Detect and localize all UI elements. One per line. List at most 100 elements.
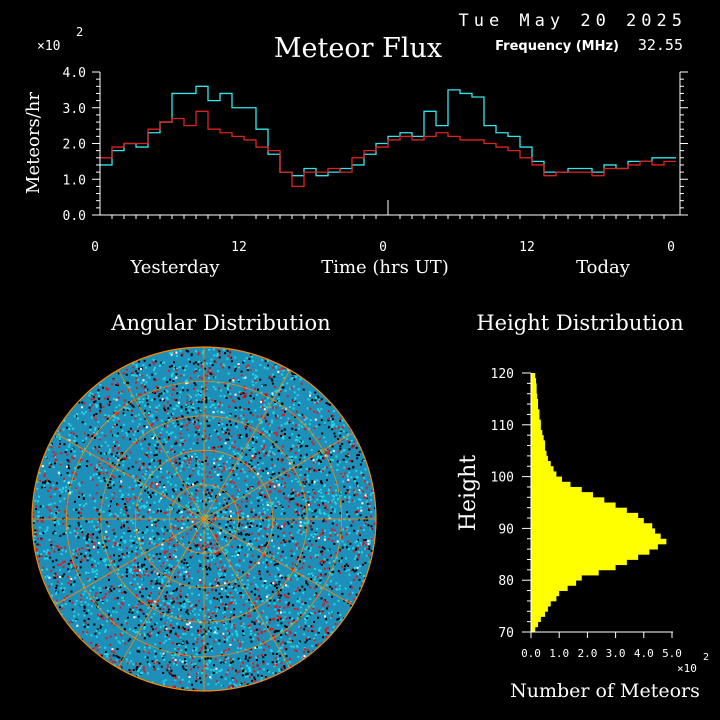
height-x-tick-label: 5.0 [662, 647, 682, 660]
height-bar [531, 440, 546, 446]
height-bar [531, 429, 543, 436]
height-title: Height Distribution [476, 311, 683, 335]
height-bar [531, 450, 547, 457]
height-x-tick-label: 4.0 [634, 647, 654, 660]
flux-day-label-yesterday: Yesterday [129, 257, 220, 278]
header-frequency-value: 32.55 [638, 36, 683, 54]
height-chart: Height 70 80 90 100 110 120 0.0 1.0 2.0 3.0 4.0 5.… [456, 367, 709, 702]
height-x-tick-label: 1.0 [549, 647, 569, 660]
sky-azimuth-spoke [117, 518, 205, 669]
flux-x-axis-label: Time (hrs UT) [321, 257, 449, 278]
height-bar [531, 383, 537, 389]
height-bar [531, 549, 650, 555]
height-bar [531, 486, 582, 493]
height-bar [531, 378, 537, 384]
height-bar [531, 600, 551, 607]
sky-azimuth-spoke [203, 369, 291, 520]
angular-title: Angular Distribution [110, 311, 330, 335]
flux-x-tick-label: 12 [519, 240, 535, 255]
flux-y-tick-label: 4.0 [63, 66, 86, 81]
flux-y-tick-label: 0.0 [63, 209, 86, 224]
height-bar [531, 424, 541, 431]
height-bar [531, 523, 653, 529]
height-bar [531, 393, 538, 400]
height-bar [531, 621, 539, 628]
flux-y-multiplier-exp: 2 [76, 25, 83, 39]
flux-y-multiplier: ×10 [37, 39, 60, 54]
height-bar [531, 585, 568, 591]
height-bar [531, 388, 537, 395]
sky-dots-cyan [33, 348, 376, 689]
height-bar [531, 564, 616, 571]
header-frequency-label: Frequency (MHz) [495, 39, 619, 54]
flux-x-tick-label: 12 [231, 240, 247, 255]
height-x-tick-label: 2.0 [577, 647, 597, 660]
height-bar [531, 626, 536, 633]
height-bar [531, 543, 658, 550]
height-bar [531, 533, 661, 540]
height-bar [531, 414, 540, 421]
flux-x-tick-label: 0 [91, 240, 99, 255]
height-bar [531, 461, 551, 467]
height-bar [531, 611, 546, 617]
height-x-multiplier: ×10 [677, 662, 697, 675]
height-bar [531, 528, 656, 534]
sky-azimuth-spoke [117, 369, 205, 520]
height-y-tick-label: 70 [498, 626, 514, 641]
height-bar [531, 507, 627, 514]
flux-series-red [100, 110, 676, 188]
flux-y-tick-label: 1.0 [63, 173, 86, 188]
height-bar [531, 538, 667, 545]
flux-x-tick-label: 0 [667, 240, 675, 255]
sky-azimuth-spoke [203, 432, 354, 520]
height-y-tick-label: 110 [491, 419, 514, 434]
flux-series-cyan [100, 85, 676, 177]
height-bar [531, 590, 560, 597]
height-x-tick-label: 0.0 [521, 647, 541, 660]
height-bar [531, 445, 546, 452]
flux-y-tick-label: 3.0 [63, 102, 86, 117]
height-bar [531, 471, 557, 477]
flux-y-axis-label: Meteors/hr [23, 92, 44, 194]
sky-horizon-ring [31, 346, 377, 692]
height-y-tick-label: 90 [498, 522, 514, 537]
height-y-tick-label: 80 [498, 574, 514, 589]
flux-x-tick-label: 0 [379, 240, 387, 255]
height-bar [531, 606, 548, 612]
height-bar [531, 404, 539, 410]
height-bar [531, 554, 639, 560]
sky-azimuth-spoke [54, 518, 205, 606]
height-bar [531, 512, 639, 519]
angular-sky-plot [31, 346, 377, 692]
height-bar [531, 502, 616, 509]
height-bar [531, 559, 627, 566]
height-y-tick-label: 120 [491, 367, 514, 382]
height-bar [531, 518, 644, 524]
sky-azimuth-spoke [203, 518, 354, 606]
height-bar [531, 373, 536, 379]
sky-azimuth-spoke [203, 518, 291, 669]
height-bar [531, 466, 554, 472]
height-bar [531, 569, 599, 576]
height-bar [531, 595, 557, 602]
sky-azimuth-spoke [54, 432, 205, 520]
height-bar [531, 492, 594, 498]
height-bar [531, 497, 605, 503]
flux-day-label-today: Today [576, 257, 631, 278]
height-bar [531, 398, 539, 405]
height-bar [531, 419, 541, 426]
height-bar [531, 616, 541, 623]
height-x-multiplier-exp: 2 [703, 652, 709, 663]
header-date: Tue May 20 2025 [458, 11, 687, 31]
flux-y-tick-label: 2.0 [63, 138, 86, 153]
flux-title: Meteor Flux [274, 33, 442, 64]
height-bar [531, 455, 548, 462]
height-bar [531, 580, 577, 586]
height-bar [531, 575, 582, 581]
height-y-axis-label: Height [456, 455, 481, 531]
height-bar [531, 435, 544, 441]
height-x-tick-label: 3.0 [606, 647, 626, 660]
height-x-axis-label: Number of Meteors [510, 680, 700, 702]
height-y-tick-label: 100 [491, 471, 514, 486]
